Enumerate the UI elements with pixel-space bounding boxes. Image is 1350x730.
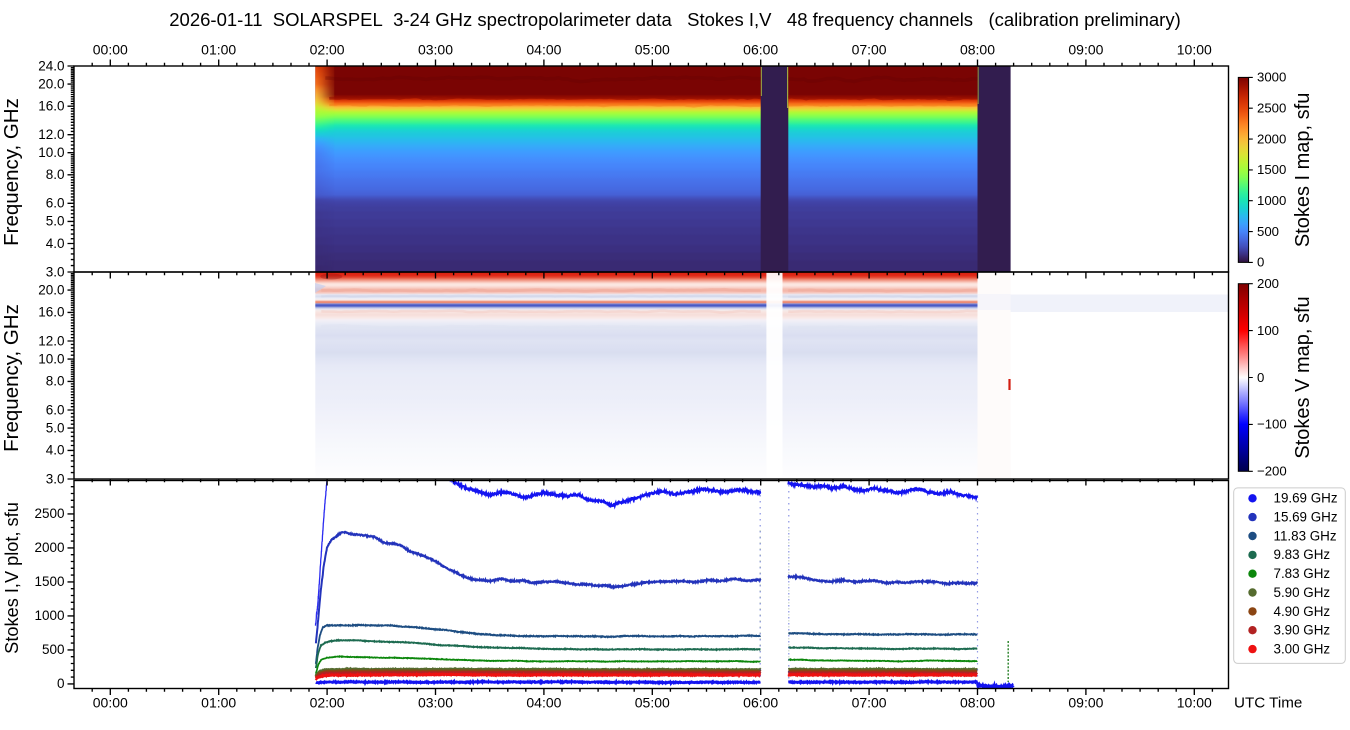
svg-text:12.0: 12.0 — [38, 127, 64, 142]
svg-text:00:00: 00:00 — [93, 42, 128, 58]
svg-text:−200: −200 — [1257, 464, 1287, 479]
svg-text:03:00: 03:00 — [418, 42, 453, 58]
svg-text:10:00: 10:00 — [1177, 695, 1212, 711]
svg-text:3000: 3000 — [1257, 70, 1286, 85]
svg-text:10.0: 10.0 — [38, 145, 64, 160]
svg-text:UTC Time: UTC Time — [1234, 695, 1302, 712]
svg-text:2000: 2000 — [34, 540, 64, 555]
svg-text:01:00: 01:00 — [201, 695, 236, 711]
svg-text:11.83 GHz: 11.83 GHz — [1274, 528, 1337, 543]
svg-text:2500: 2500 — [34, 506, 64, 521]
svg-text:04:00: 04:00 — [526, 42, 561, 58]
svg-text:20.0: 20.0 — [38, 282, 64, 297]
svg-text:05:00: 05:00 — [635, 42, 670, 58]
svg-text:20.0: 20.0 — [38, 76, 64, 91]
svg-text:3.0: 3.0 — [46, 264, 65, 279]
svg-text:500: 500 — [1257, 224, 1279, 239]
svg-text:08:00: 08:00 — [960, 42, 995, 58]
svg-text:5.0: 5.0 — [46, 420, 65, 435]
svg-text:2500: 2500 — [1257, 101, 1286, 116]
svg-text:03:00: 03:00 — [418, 695, 453, 711]
svg-text:6.0: 6.0 — [46, 402, 65, 417]
svg-text:00:00: 00:00 — [93, 695, 128, 711]
svg-text:0: 0 — [57, 676, 65, 691]
svg-text:08:00: 08:00 — [960, 695, 995, 711]
svg-text:3.0: 3.0 — [46, 471, 65, 486]
svg-text:6.0: 6.0 — [46, 196, 65, 211]
svg-text:4.0: 4.0 — [46, 443, 65, 458]
svg-text:15.69 GHz: 15.69 GHz — [1274, 510, 1338, 525]
svg-text:06:00: 06:00 — [743, 42, 778, 58]
svg-text:3.90 GHz: 3.90 GHz — [1274, 623, 1331, 638]
svg-text:12.0: 12.0 — [38, 333, 64, 348]
svg-text:−100: −100 — [1257, 417, 1287, 432]
svg-text:02:00: 02:00 — [310, 42, 345, 58]
svg-text:09:00: 09:00 — [1068, 42, 1103, 58]
svg-text:1000: 1000 — [34, 608, 64, 623]
svg-text:4.0: 4.0 — [46, 236, 65, 251]
svg-text:Stokes I,V plot, sfu: Stokes I,V plot, sfu — [2, 502, 22, 654]
svg-text:10:00: 10:00 — [1177, 42, 1212, 58]
svg-text:02:00: 02:00 — [310, 695, 345, 711]
svg-text:3.00 GHz: 3.00 GHz — [1274, 642, 1331, 657]
svg-text:10.0: 10.0 — [38, 351, 64, 366]
svg-text:16.0: 16.0 — [38, 99, 64, 114]
svg-text:1500: 1500 — [1257, 162, 1286, 177]
svg-text:07:00: 07:00 — [852, 695, 887, 711]
svg-text:9.83 GHz: 9.83 GHz — [1274, 547, 1331, 562]
svg-text:200: 200 — [1257, 276, 1279, 291]
svg-text:8.0: 8.0 — [46, 167, 65, 182]
svg-text:Frequency, GHz: Frequency, GHz — [0, 304, 23, 452]
svg-text:100: 100 — [1257, 323, 1279, 338]
svg-text:Frequency, GHz: Frequency, GHz — [0, 98, 23, 246]
svg-text:5.90 GHz: 5.90 GHz — [1274, 585, 1331, 600]
svg-text:05:00: 05:00 — [635, 695, 670, 711]
svg-text:1000: 1000 — [1257, 193, 1286, 208]
svg-text:06:00: 06:00 — [743, 695, 778, 711]
svg-text:09:00: 09:00 — [1068, 695, 1103, 711]
svg-text:2026-01-11 SOLARSPEL 3-24 GH: 2026-01-11 SOLARSPEL 3-24 GHz spectropol… — [169, 9, 1180, 30]
svg-text:07:00: 07:00 — [852, 42, 887, 58]
svg-text:16.0: 16.0 — [38, 305, 64, 320]
svg-text:5.0: 5.0 — [46, 214, 65, 229]
svg-text:8.0: 8.0 — [46, 374, 65, 389]
svg-text:1500: 1500 — [34, 574, 64, 589]
svg-text:19.69 GHz: 19.69 GHz — [1274, 491, 1338, 506]
svg-text:500: 500 — [42, 642, 65, 657]
svg-text:Stokes I map, sfu: Stokes I map, sfu — [1292, 93, 1314, 248]
svg-text:04:00: 04:00 — [526, 695, 561, 711]
svg-text:4.90 GHz: 4.90 GHz — [1274, 604, 1331, 619]
svg-text:2000: 2000 — [1257, 131, 1286, 146]
svg-text:0: 0 — [1257, 370, 1264, 385]
svg-text:24.0: 24.0 — [38, 58, 64, 73]
svg-text:0: 0 — [1257, 255, 1264, 270]
svg-text:01:00: 01:00 — [201, 42, 236, 58]
svg-text:7.83 GHz: 7.83 GHz — [1274, 566, 1331, 581]
svg-text:Stokes V map, sfu: Stokes V map, sfu — [1292, 296, 1314, 458]
